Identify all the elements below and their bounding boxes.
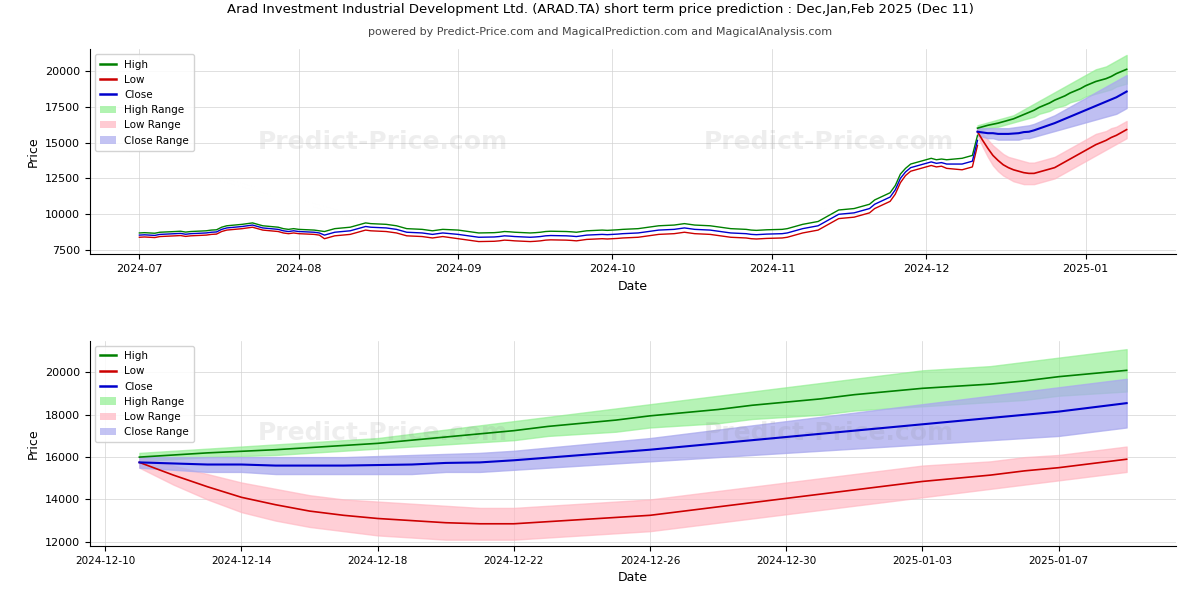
Text: Predict-Price.com: Predict-Price.com [258,130,509,154]
Y-axis label: Price: Price [26,137,40,167]
Text: Arad Investment Industrial Development Ltd. (ARAD.TA) short term price predictio: Arad Investment Industrial Development L… [227,3,973,16]
Legend: High, Low, Close, High Range, Low Range, Close Range: High, Low, Close, High Range, Low Range,… [95,55,194,151]
Text: Predict-Price.com: Predict-Price.com [703,421,954,445]
Text: Predict-Price.com: Predict-Price.com [703,130,954,154]
X-axis label: Date: Date [618,280,648,293]
X-axis label: Date: Date [618,571,648,584]
Y-axis label: Price: Price [26,428,40,458]
Text: Predict-Price.com: Predict-Price.com [258,421,509,445]
Legend: High, Low, Close, High Range, Low Range, Close Range: High, Low, Close, High Range, Low Range,… [95,346,194,442]
Text: powered by Predict-Price.com and MagicalPrediction.com and MagicalAnalysis.com: powered by Predict-Price.com and Magical… [368,27,832,37]
